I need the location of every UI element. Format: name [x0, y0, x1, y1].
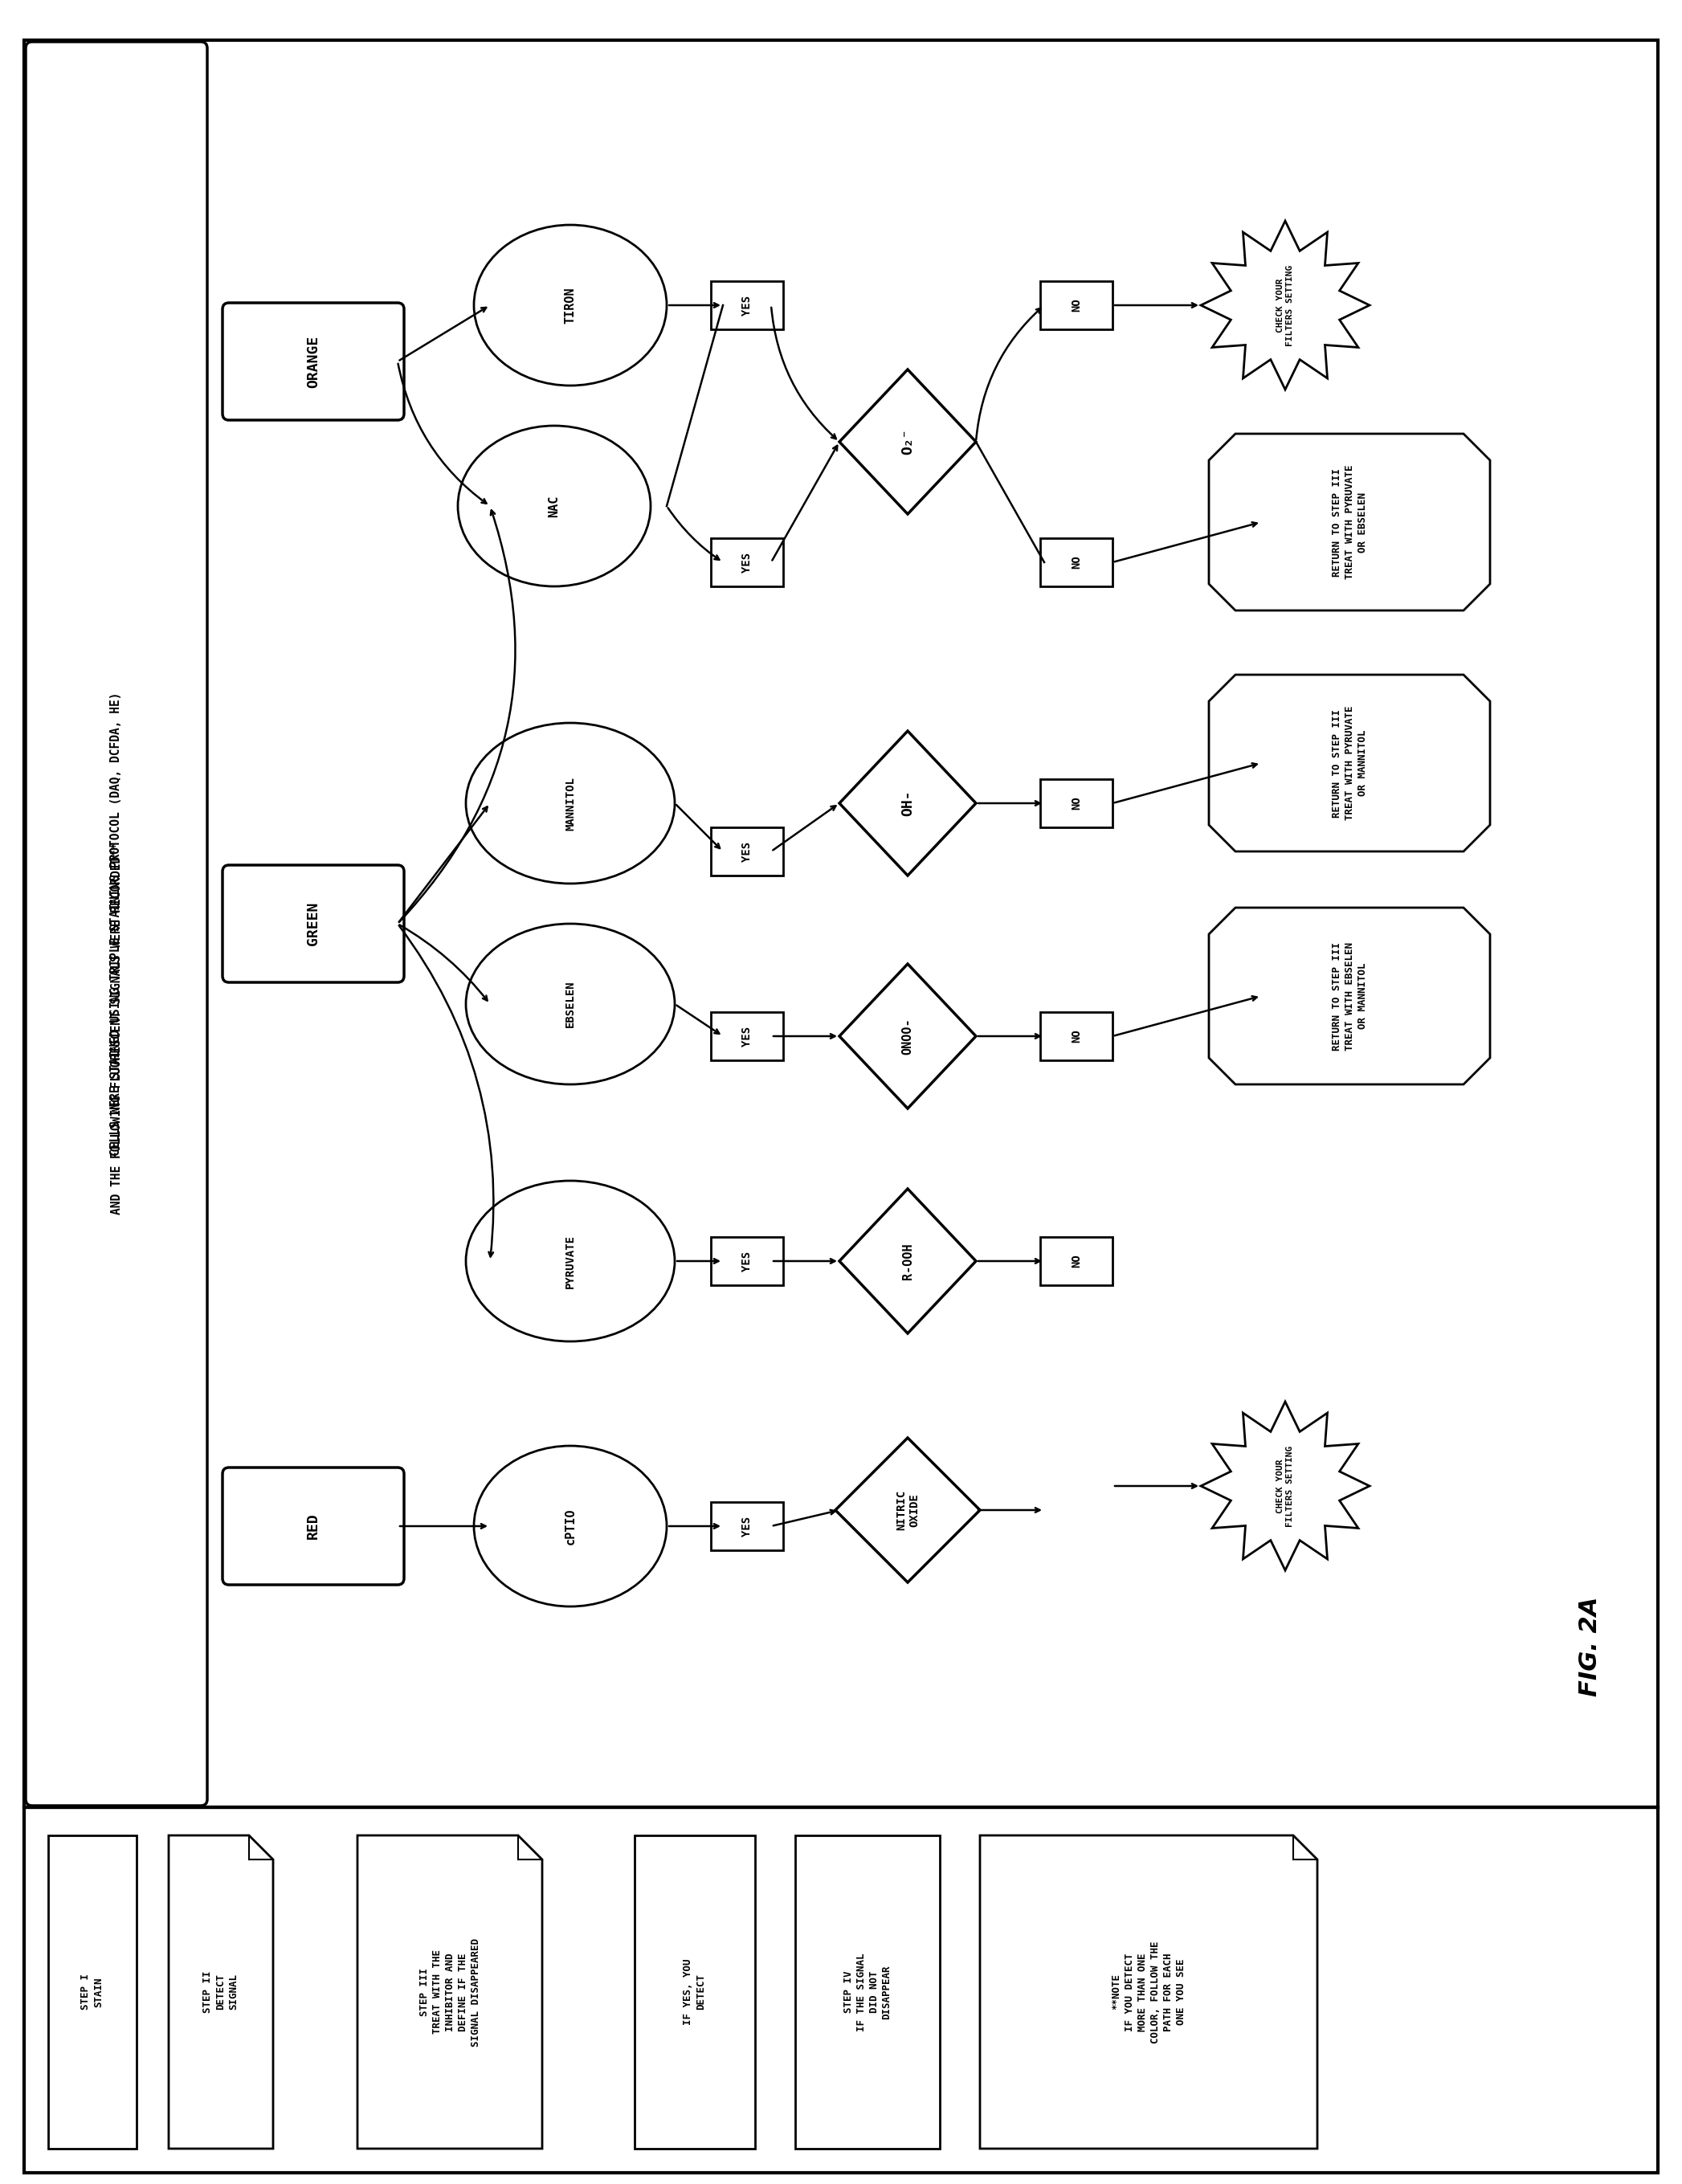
- Ellipse shape: [474, 1446, 666, 1607]
- Polygon shape: [358, 1835, 542, 2149]
- Text: STEP IV
IF THE SIGNAL
DID NOT
DISAPPEAR: STEP IV IF THE SIGNAL DID NOT DISAPPEAR: [843, 1952, 891, 2031]
- Text: YES: YES: [742, 1026, 752, 1046]
- Text: NAC: NAC: [548, 496, 560, 518]
- Text: RETURN TO STEP III
TREAT WITH EBSELEN
OR MANNITOL: RETURN TO STEP III TREAT WITH EBSELEN OR…: [1332, 941, 1367, 1051]
- Polygon shape: [981, 1835, 1317, 2149]
- Polygon shape: [1201, 221, 1369, 389]
- FancyBboxPatch shape: [711, 1011, 784, 1059]
- Text: PYRUVATE: PYRUVATE: [565, 1234, 575, 1289]
- Bar: [634, 1835, 755, 2149]
- Text: STEP III
TREAT WITH THE
INHIBITOR AND
DEFINE IF THE
SIGNAL DISAPPEARED: STEP III TREAT WITH THE INHIBITOR AND DE…: [419, 1937, 481, 2046]
- FancyBboxPatch shape: [1039, 1236, 1112, 1284]
- Ellipse shape: [466, 1182, 674, 1341]
- Ellipse shape: [466, 924, 674, 1085]
- Text: NO: NO: [1071, 797, 1082, 810]
- Text: R-OOH: R-OOH: [902, 1243, 913, 1280]
- Text: YES: YES: [742, 841, 752, 860]
- Text: AND THE FOLLOWING FLUORESCENT SIGNALS WERE RECORDED**: AND THE FOLLOWING FLUORESCENT SIGNALS WE…: [111, 841, 123, 1214]
- Text: NO: NO: [1071, 299, 1082, 312]
- Ellipse shape: [466, 723, 674, 885]
- FancyBboxPatch shape: [1039, 1011, 1112, 1059]
- Text: EBSELEN: EBSELEN: [565, 981, 575, 1029]
- Text: STEP I
STAIN: STEP I STAIN: [81, 1974, 104, 2009]
- Text: ONOO-: ONOO-: [902, 1018, 913, 1055]
- Bar: [24, 39, 1658, 1808]
- Bar: [796, 1835, 940, 2149]
- Polygon shape: [839, 732, 976, 876]
- Polygon shape: [1201, 1402, 1369, 1570]
- Text: IF YES, YOU
DETECT: IF YES, YOU DETECT: [683, 1959, 706, 2025]
- Text: RETURN TO STEP III
TREAT WITH PYRUVATE
OR MANNITOL: RETURN TO STEP III TREAT WITH PYRUVATE O…: [1332, 705, 1367, 821]
- Text: YES: YES: [742, 295, 752, 314]
- Text: STEP II
DETECT
SIGNAL: STEP II DETECT SIGNAL: [204, 1970, 239, 2014]
- Text: OH-: OH-: [900, 791, 915, 817]
- FancyBboxPatch shape: [1039, 282, 1112, 330]
- Text: O₂⁻: O₂⁻: [900, 428, 915, 454]
- Text: CELLS WERE STAINED USING TRIPLE STAINING PROTOCOL (DAQ, DCFDA, HE): CELLS WERE STAINED USING TRIPLE STAINING…: [111, 692, 123, 1155]
- Text: YES: YES: [742, 1251, 752, 1271]
- Polygon shape: [839, 963, 976, 1109]
- Polygon shape: [1209, 435, 1490, 612]
- Text: cPTIO: cPTIO: [563, 1507, 577, 1544]
- Polygon shape: [1209, 675, 1490, 852]
- FancyBboxPatch shape: [222, 304, 404, 419]
- FancyBboxPatch shape: [25, 41, 207, 1806]
- FancyBboxPatch shape: [711, 828, 784, 876]
- Text: GREEN: GREEN: [306, 902, 321, 946]
- Bar: [24, 1808, 1658, 2173]
- Ellipse shape: [474, 225, 666, 387]
- Text: RED: RED: [306, 1514, 321, 1540]
- Polygon shape: [1209, 909, 1490, 1085]
- Text: **NOTE
IF YOU DETECT
MORE THAN ONE
COLOR, FOLLOW THE
PATH FOR EACH
ONE YOU SEE: **NOTE IF YOU DETECT MORE THAN ONE COLOR…: [1112, 1942, 1186, 2044]
- Text: NO: NO: [1071, 1254, 1082, 1267]
- Text: FIG. 2A: FIG. 2A: [1579, 1597, 1601, 1697]
- Text: YES: YES: [742, 1516, 752, 1535]
- Text: NITRIC
OXIDE: NITRIC OXIDE: [895, 1489, 920, 1531]
- FancyBboxPatch shape: [222, 1468, 404, 1586]
- FancyBboxPatch shape: [711, 282, 784, 330]
- Polygon shape: [839, 369, 976, 513]
- Text: NO: NO: [1071, 555, 1082, 570]
- Ellipse shape: [458, 426, 651, 585]
- FancyBboxPatch shape: [1039, 780, 1112, 828]
- Text: MANNITOL: MANNITOL: [565, 775, 575, 830]
- Polygon shape: [839, 1188, 976, 1334]
- Text: TIRON: TIRON: [563, 286, 577, 323]
- FancyBboxPatch shape: [1039, 537, 1112, 585]
- Text: CHECK YOUR
FILTERS SETTING: CHECK YOUR FILTERS SETTING: [1277, 1446, 1293, 1527]
- Text: YES: YES: [742, 553, 752, 572]
- Polygon shape: [836, 1437, 981, 1583]
- Text: ORANGE: ORANGE: [306, 336, 321, 389]
- FancyBboxPatch shape: [711, 537, 784, 585]
- Bar: [49, 1835, 136, 2149]
- Text: RETURN TO STEP III
TREAT WITH PYRUVATE
OR EBSELEN: RETURN TO STEP III TREAT WITH PYRUVATE O…: [1332, 465, 1367, 579]
- Text: NO: NO: [1071, 1029, 1082, 1044]
- FancyBboxPatch shape: [222, 865, 404, 983]
- FancyBboxPatch shape: [711, 1503, 784, 1551]
- FancyBboxPatch shape: [711, 1236, 784, 1284]
- Text: CHECK YOUR
FILTERS SETTING: CHECK YOUR FILTERS SETTING: [1277, 264, 1293, 345]
- Polygon shape: [168, 1835, 272, 2149]
